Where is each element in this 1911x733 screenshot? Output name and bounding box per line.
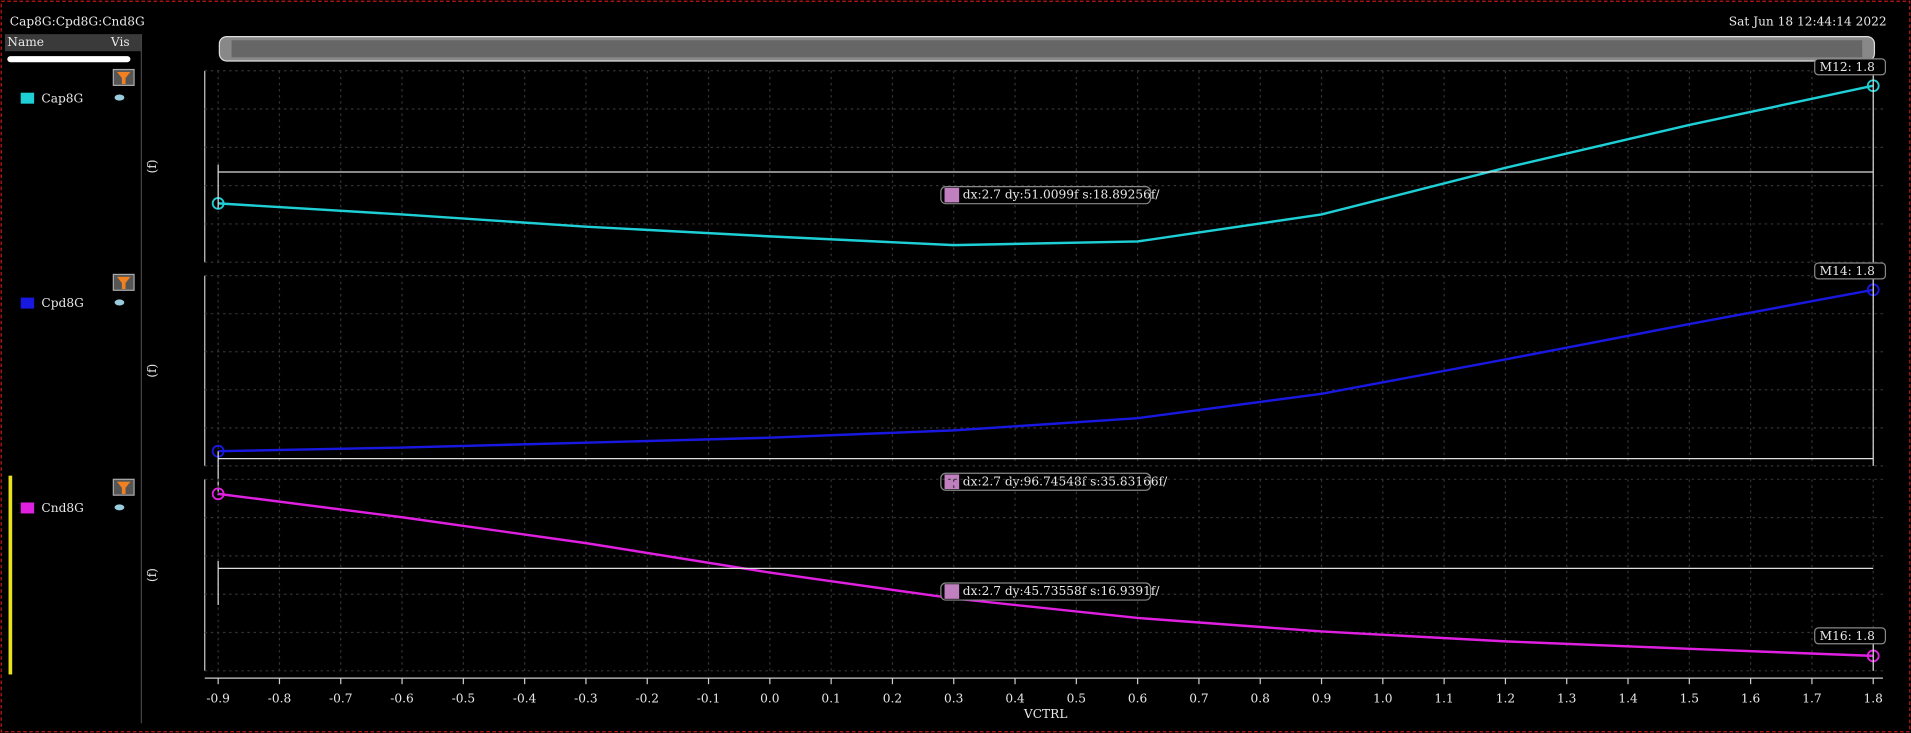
delta-box [940,185,1152,205]
legend-swatch [20,92,35,104]
marker-label: M16: 1.8 [1820,629,1875,643]
filter-glyph [117,276,131,290]
legend-swatch [20,502,35,514]
x-tick-label: 0.6 [1128,691,1147,705]
legend-label[interactable]: Cap8G [41,91,83,105]
x-tick-label: 0.4 [1005,691,1025,705]
selection-bar [8,475,13,675]
x-tick-label: -0.7 [329,691,353,705]
column-vis: Vis [110,35,130,49]
x-tick-label: -0.2 [635,691,659,705]
start-marker [211,487,225,501]
x-tick-label: 0.3 [944,691,963,705]
delta-box [940,582,1152,601]
x-tick-label: 0.5 [1067,691,1086,705]
x-tick-label: 0.7 [1189,691,1208,705]
curve [218,84,1874,247]
delta-box [940,472,1152,491]
x-tick-label: 1.2 [1496,691,1515,705]
marker-label: M12: 1.8 [1820,60,1875,74]
y-axis-label: (f) [145,159,159,173]
scrollbar[interactable] [7,56,131,63]
delta-icon [944,187,960,203]
x-tick-label: 1.0 [1373,691,1392,705]
x-tick-label: -0.3 [574,691,598,705]
delta-icon [944,584,960,599]
y-axis-label: (f) [145,568,159,582]
x-tick-label: -0.1 [697,691,721,705]
x-tick-label: 1.6 [1741,691,1760,705]
x-tick-label: -0.4 [513,691,537,705]
x-tick-label: 0.8 [1251,691,1270,705]
marker-box [1814,58,1887,76]
delta-icon [944,474,960,490]
x-tick-label: -0.5 [452,691,476,705]
x-tick-label: 1.1 [1434,691,1453,705]
x-tick-label: 0.1 [821,691,840,705]
x-tick-label: 1.3 [1557,691,1576,705]
marker-label: M14: 1.8 [1820,264,1875,278]
x-tick-label: -0.9 [206,691,230,705]
zoom-handle[interactable] [231,40,1863,58]
x-tick-label: 1.4 [1618,691,1638,705]
filter-glyph [117,481,131,494]
date: Sat Jun 18 12:44:14 2022 [1729,14,1887,28]
visibility-icon[interactable] [114,504,125,511]
curve [218,492,1874,658]
legend-label[interactable]: Cnd8G [41,501,83,515]
visibility-icon[interactable] [114,299,125,306]
curve [218,288,1874,453]
legend-swatch [20,297,35,309]
marker-box [1814,627,1887,645]
x-tick-label: -0.6 [390,691,414,705]
legend-label[interactable]: Cpd8G [41,296,83,310]
delta-label: dx:2.7 dy:96.74548f s:35.83166f/ [963,474,1168,488]
marker-box [1814,262,1887,280]
visibility-icon[interactable] [114,94,125,101]
x-tick-label: -0.8 [268,691,292,705]
x-tick-label: 0.2 [883,691,902,705]
x-axis-label: VCTRL [1023,707,1068,721]
x-tick-label: 1.7 [1802,691,1821,705]
column-name: Name [7,35,44,49]
x-tick-label: 0.0 [760,691,779,705]
x-tick-label: 1.5 [1680,691,1699,705]
x-tick-label: 0.9 [1312,691,1331,705]
y-axis-label: (f) [145,364,159,378]
filter-glyph [117,71,131,85]
delta-label: dx:2.7 dy:51.0099f s:18.89256f/ [963,188,1161,202]
window-title: Cap8G:Cpd8G:Cnd8G [10,14,145,28]
x-tick-label: 1.8 [1864,691,1883,705]
column-header [4,34,142,52]
delta-label: dx:2.7 dy:45.73558f s:16.9391f/ [963,584,1161,598]
